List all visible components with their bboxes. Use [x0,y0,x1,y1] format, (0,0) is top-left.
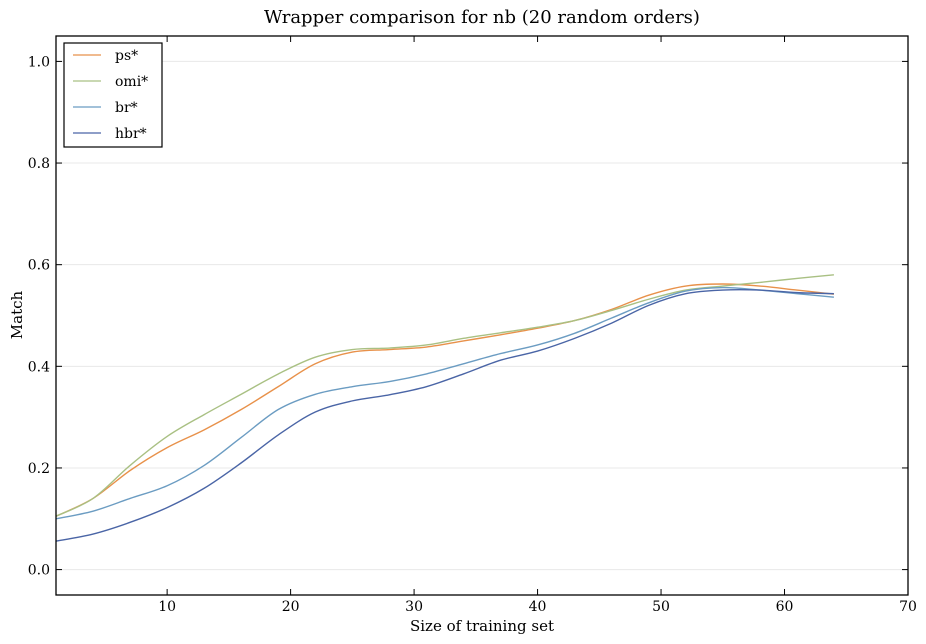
x-tick-label: 30 [405,599,423,615]
legend: ps* omi* br* hbr* [63,42,163,148]
y-tick-label: 0.4 [28,359,50,375]
y-axis-title: Match [8,290,26,339]
series-line-hbr [55,289,834,542]
x-axis-title: Size of training set [410,617,554,635]
series-line-ps [55,283,834,517]
tick-layer: 0.0 0.2 0.4 0.6 0.8 1.0 10 20 30 40 50 60 70 [28,36,917,615]
legend-label-ps: ps* [115,48,138,64]
plot-frame [55,35,909,596]
y-tick-label: 0.8 [28,156,50,172]
y-tick-label: 0.6 [28,258,50,274]
series-line-br [55,286,834,520]
legend-label-omi: omi* [115,74,148,90]
x-tick-label: 40 [529,599,547,615]
x-tick-label: 60 [776,599,794,615]
y-tick-label: 0.0 [28,563,50,579]
legend-box [63,42,163,148]
x-tick-label: 70 [899,599,917,615]
legend-label-hbr: hbr* [115,126,147,142]
legend-label-br: br* [115,100,138,116]
x-tick-label: 50 [652,599,670,615]
series-line-omi [55,274,834,517]
series-layer [55,274,834,542]
y-tick-label: 0.2 [28,461,50,477]
y-tick-label: 1.0 [28,54,50,70]
x-tick-label: 20 [282,599,300,615]
chart-title: Wrapper comparison for nb (20 random ord… [264,7,700,28]
x-tick-label: 10 [158,599,176,615]
